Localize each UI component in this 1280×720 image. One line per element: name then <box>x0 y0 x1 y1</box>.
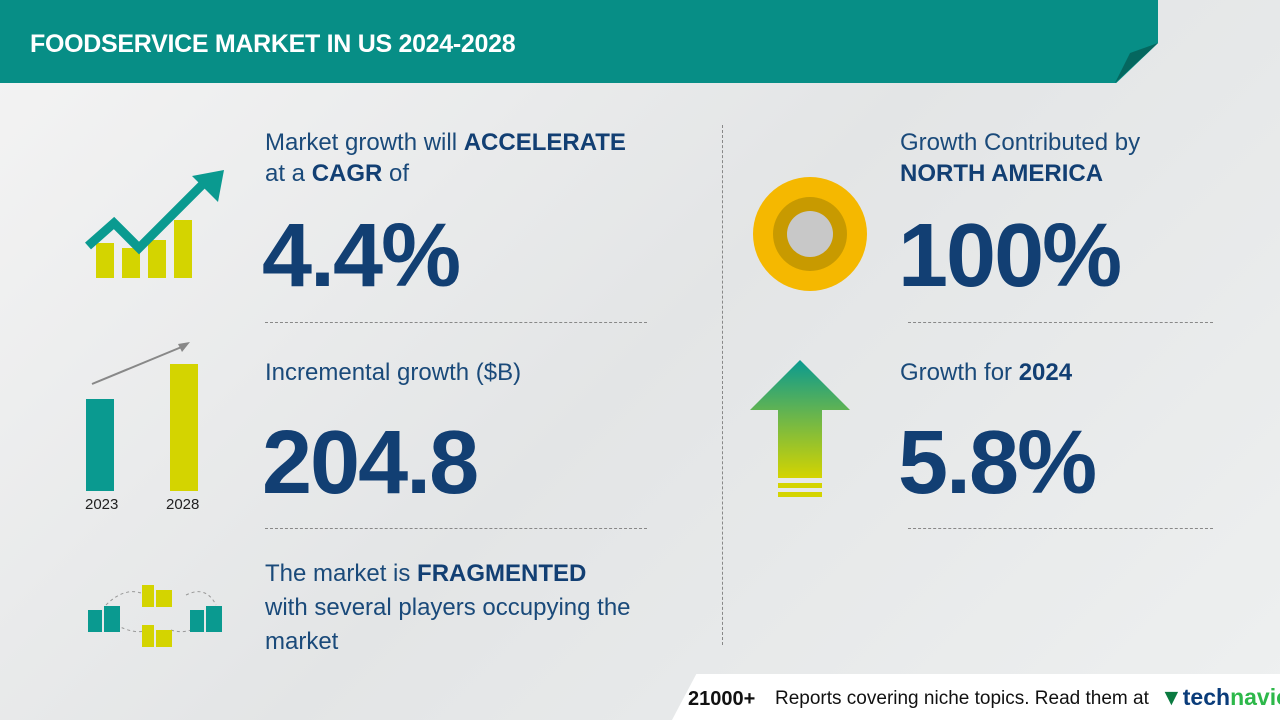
divider <box>265 322 647 323</box>
footer-text: Reports covering niche topics. Read them… <box>775 688 1149 709</box>
incremental-value: 204.8 <box>262 413 479 513</box>
region-value: 100% <box>898 206 1122 306</box>
footer-bar <box>672 674 1280 720</box>
cagr-value: 4.4% <box>262 206 461 306</box>
page-title: FOODSERVICE MARKET IN US 2024-2028 <box>30 30 516 58</box>
technavio-logo-link[interactable]: ▼technavio <box>1160 684 1280 710</box>
region-donut-icon <box>753 177 867 291</box>
technavio-logo-icon: ▼ <box>1160 684 1183 710</box>
yoy-value: 5.8% <box>898 413 1097 513</box>
market-structure-text: The market is FRAGMENTED with several pl… <box>265 560 631 655</box>
fragmented-buildings-icon <box>88 585 222 647</box>
cagr-text: Market growth will ACCELERATE at a CAGR … <box>265 129 626 187</box>
header-banner <box>0 0 1158 83</box>
growth-chart-icon <box>85 170 224 278</box>
incremental-bar-icon <box>86 342 198 491</box>
vertical-divider <box>722 125 723 645</box>
divider <box>908 528 1213 529</box>
yoy-text: Growth for 2024 <box>900 359 1073 386</box>
divider <box>265 528 647 529</box>
divider <box>908 322 1213 323</box>
up-arrow-icon <box>750 360 850 497</box>
year-start-label: 2023 <box>85 496 119 513</box>
report-count: 21000+ <box>688 688 756 710</box>
year-end-label: 2028 <box>166 496 200 513</box>
incremental-label: Incremental growth ($B) <box>265 359 522 386</box>
region-text: Growth Contributed by NORTH AMERICA <box>900 129 1141 187</box>
